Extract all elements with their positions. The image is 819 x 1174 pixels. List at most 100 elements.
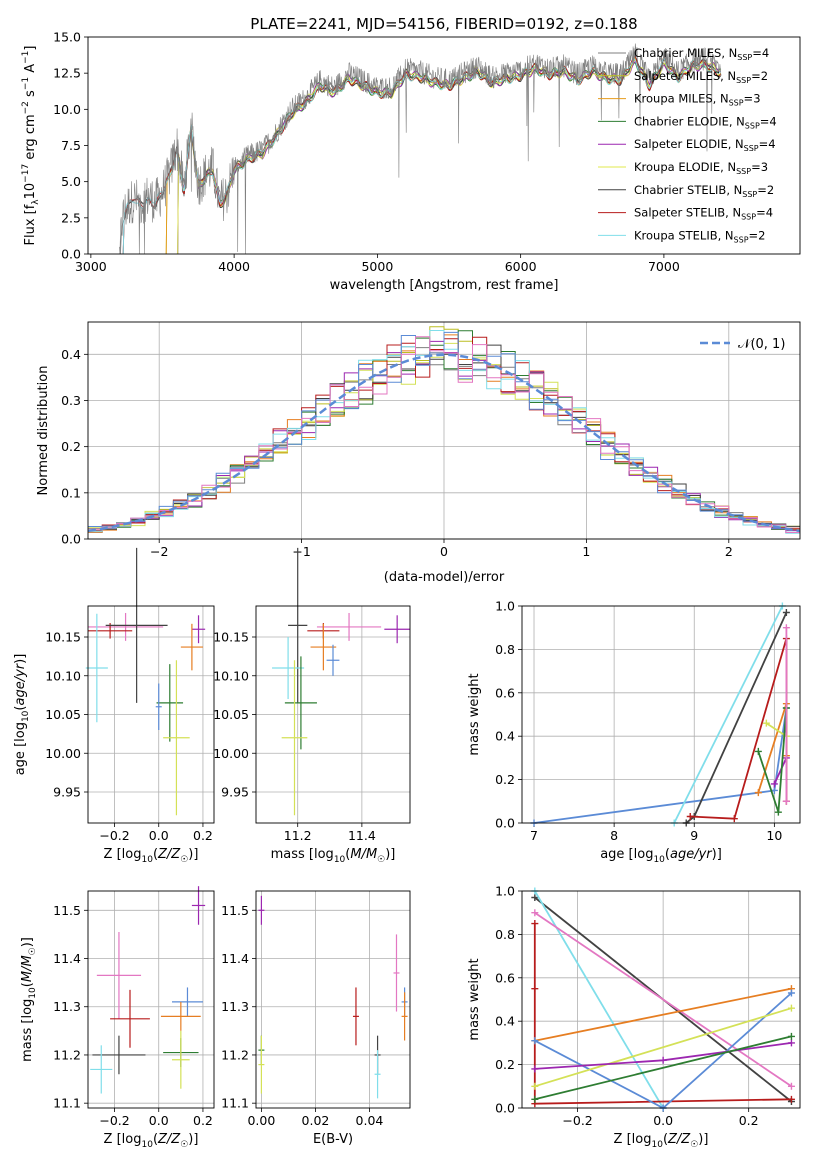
y-axis-label: mass weight [467,958,482,1040]
x-axis-label: Z [log10(Z/Z☉)] [104,1132,199,1150]
y-tick-label: 10.10 [45,668,81,683]
error-bar-point-5 [326,644,340,676]
y-tick-label: 9.95 [53,785,81,800]
y-tick-label: 0.2 [61,439,81,454]
x-tick-label: 0.2 [739,1113,759,1128]
y-tick-label: 11.1 [53,1096,81,1111]
error-bar-point-5 [85,613,108,723]
label-fragment: age [log [600,847,653,862]
axes-frame [521,890,801,1109]
label-fragment: 10 [651,1140,663,1150]
error-bar-point-3 [191,615,206,644]
label-fragment: = [751,160,761,174]
label-fragment: SSP [736,76,751,85]
label-fragment: , N [713,92,729,106]
y-tick-label: 10.10 [213,668,249,683]
weight-marker [531,985,539,993]
error-bar-point-4 [352,987,359,1046]
label-fragment: SSP [744,144,759,153]
y-tick-label: 10.00 [213,746,249,761]
histogram-area [87,326,801,534]
label-fragment: 4 [769,114,776,128]
x-axis-label: Z [log10(Z/Z☉)] [104,847,199,865]
weight-marker [531,1037,539,1045]
x-tick-label: 10 [766,828,782,843]
label-fragment: ☉ [377,855,385,865]
label-fragment: = [751,69,761,83]
weight-series-8 [534,1035,792,1101]
label-fragment: 10 [141,1140,153,1150]
x-tick-label: 0.0 [149,828,169,843]
legend-entry-2: Kroupa MILES, NSSP=3 [634,92,761,108]
label-fragment: −2 [21,101,31,114]
x-axis-label: (data-model)/error [384,570,505,585]
error-bar-point-6 [92,1035,146,1075]
error-bar-point-0 [191,886,206,925]
label-fragment: 10 [23,183,38,200]
y-axis-label: mass weight [467,673,482,755]
label-fragment: = [759,137,769,151]
panel-residuals: −2 −1 0 1 2 0.0 0.1 0.2 0.3 0.4 (data-model)/error… [36,321,801,585]
weight-marker [782,609,790,617]
chart-title: PLATE=2241, MJD=54156, FIBERID=0192, z=0… [250,15,637,33]
label-fragment: = [756,206,766,220]
weight-marker [770,780,778,788]
label-fragment: erg cm [23,114,38,163]
error-bar-point-3 [401,992,408,1041]
y-tick-label: 11.4 [221,951,249,966]
x-tick-label: −0.2 [99,828,129,843]
label-fragment: ( [665,847,670,862]
model-line-0 [119,54,722,254]
x-tick-label: 0.02 [302,1113,330,1128]
error-bar-point-4 [110,989,150,1048]
label-fragment: mass [log [20,999,35,1062]
axes-frame [255,605,411,824]
legend-entry-0: Chabrier MILES, NSSP=4 [634,46,769,62]
histogram-10 [88,336,800,533]
error-bar-point-8 [281,660,308,816]
y-tick-label: 0.1 [61,485,81,500]
weight-marker [531,920,539,928]
label-fragment: age [log [13,722,28,775]
weight-marker [686,812,694,820]
label-fragment: SSP [737,53,752,62]
x-tick-label: 0 [440,544,448,559]
label-fragment: = [752,46,762,60]
y-tick-label: 1.0 [495,599,515,614]
x-tick-label: 1 [582,544,590,559]
data-spectrum-line [119,43,722,254]
error-bar-point-2 [288,547,308,703]
y-tick-label: 0.6 [495,970,515,985]
error-bar-point-4 [180,623,203,671]
label-fragment: 2 [767,183,774,197]
label-fragment: )] [20,937,35,947]
label-fragment: Chabrier ELODIE [634,114,729,128]
y-axis-label: Flux [fλ10−17 erg cm−2 s−1 A−1] [21,46,41,246]
weight-marker [782,797,790,805]
error-bar-point-3 [384,615,410,644]
label-fragment: 10 [141,855,153,865]
x-tick-label: 8 [610,828,618,843]
weight-series-1 [673,605,784,824]
weight-marker [531,894,539,902]
label-fragment: , N [720,160,736,174]
label-fragment: 2 [761,69,768,83]
label-fragment: )] [712,847,722,862]
error-bar-point-0 [88,612,164,641]
label-fragment: SSP [741,213,756,222]
y-tick-label: 1.0 [495,884,515,899]
y-axis-label: Normed distribution [36,366,51,496]
y-tick-label: 10.00 [45,746,81,761]
label-fragment: λ [31,199,41,205]
label-fragment: 10 [21,710,31,722]
panel-age-vs-mass: 11.2 11.4 9.95 10.00 10.05 10.10 10.15 mass [lo… [213,547,411,865]
weight-series-5 [765,722,787,737]
y-axis-label: age [log10(age/yr)] [13,654,31,776]
label-fragment: , N [725,206,741,220]
error-bar-point-8 [90,1045,113,1094]
y-tick-label: 11.2 [221,1047,249,1062]
label-fragment: = [757,183,767,197]
